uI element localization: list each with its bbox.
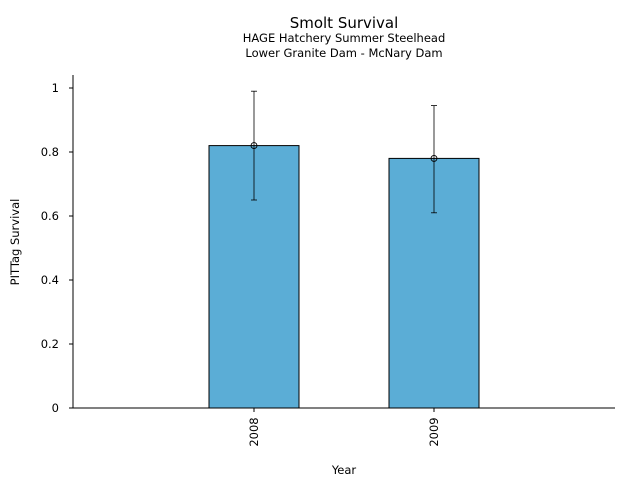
x-tick-label: 2008 [247, 417, 261, 446]
y-tick-label: 0.8 [41, 145, 59, 159]
plot-area [208, 90, 480, 409]
x-tick-label: 2009 [427, 417, 441, 446]
mean-marker-2008 [250, 142, 258, 150]
y-tick-label: 0 [52, 401, 59, 415]
y-tick-label: 0.6 [41, 209, 59, 223]
mean-marker-2009 [430, 154, 438, 162]
x-axis-label: Year [331, 463, 357, 477]
chart-title: Smolt Survival [290, 14, 399, 32]
chart-subtitle-line-2: Lower Granite Dam - McNary Dam [245, 46, 442, 60]
y-tick-label: 1 [52, 81, 59, 95]
y-axis-ticks: 0 0.2 0.4 0.6 0.8 1 [41, 81, 73, 415]
chart-subtitle-line-1: HAGE Hatchery Summer Steelhead [243, 31, 446, 45]
y-axis-label: PITTag Survival [8, 199, 22, 286]
y-tick-label: 0.4 [41, 273, 59, 287]
y-tick-label: 0.2 [41, 337, 59, 351]
x-axis-ticks: 2008 2009 [247, 408, 441, 447]
